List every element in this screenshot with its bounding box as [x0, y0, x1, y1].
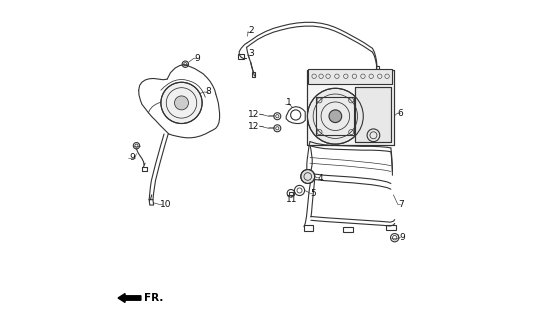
Text: FR.: FR. — [144, 293, 164, 303]
Circle shape — [161, 82, 202, 124]
Circle shape — [301, 170, 315, 183]
Text: 6: 6 — [398, 108, 404, 117]
Bar — [344, 227, 353, 232]
Bar — [304, 225, 313, 231]
FancyArrow shape — [118, 293, 141, 302]
Circle shape — [174, 96, 189, 110]
Bar — [289, 192, 293, 195]
Text: 5: 5 — [310, 189, 316, 198]
Bar — [307, 70, 394, 145]
Text: 7: 7 — [398, 200, 404, 209]
Text: 4: 4 — [317, 174, 323, 183]
Text: 1: 1 — [286, 99, 292, 108]
Text: 9: 9 — [399, 233, 405, 242]
Text: 9: 9 — [194, 54, 200, 63]
Circle shape — [307, 88, 363, 144]
Text: 12: 12 — [248, 109, 259, 118]
Text: 12: 12 — [248, 122, 259, 131]
Bar — [356, 87, 391, 142]
Circle shape — [329, 110, 342, 123]
Text: 3: 3 — [249, 49, 254, 58]
Bar — [307, 70, 394, 145]
Bar — [316, 97, 354, 135]
Bar — [309, 69, 392, 84]
Bar — [238, 54, 245, 59]
Bar — [252, 72, 255, 77]
Text: 8: 8 — [206, 87, 211, 96]
Bar — [386, 225, 395, 230]
Bar — [376, 66, 379, 71]
Text: 9: 9 — [129, 153, 135, 162]
Text: 10: 10 — [160, 200, 171, 209]
Text: 2: 2 — [249, 26, 254, 35]
Bar — [356, 87, 391, 142]
Text: 11: 11 — [286, 195, 298, 204]
